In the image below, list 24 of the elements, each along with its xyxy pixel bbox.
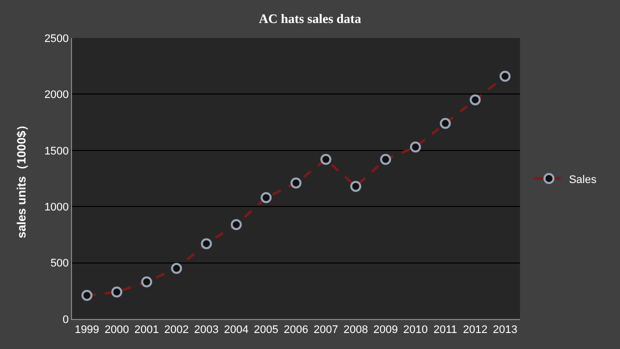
x-tick-label: 2002: [164, 324, 189, 336]
x-tick-label: 2009: [373, 324, 398, 336]
x-tick-label: 2011: [434, 324, 458, 336]
x-tick-label: 2004: [224, 324, 249, 336]
x-tick-label: 2001: [134, 324, 159, 336]
x-tick-label: 2000: [104, 324, 130, 336]
y-tick-label: 0: [62, 314, 69, 326]
y-tick-label: 2000: [44, 89, 69, 102]
x-tick-label: 2013: [492, 324, 518, 336]
x-tick-label: 2012: [462, 324, 488, 336]
x-tick-label: 2010: [403, 324, 428, 336]
chart-title: AC hats sales data: [258, 11, 362, 26]
y-tick-label: 2500: [44, 32, 69, 45]
x-tick-label: 1999: [74, 324, 100, 336]
y-tick-label: 1000: [44, 201, 69, 214]
x-tick-label: 2005: [254, 324, 278, 336]
x-tick-label: 2008: [343, 324, 368, 336]
y-tick-label: 1500: [44, 145, 69, 158]
x-tick-label: 2007: [314, 324, 338, 336]
y-axis-title: sales units（1000$）: [14, 118, 29, 238]
y-tick-label: 500: [50, 258, 69, 270]
legend-label: Sales: [568, 174, 597, 186]
x-tick-label: 2003: [194, 324, 219, 336]
x-tick-label: 2006: [284, 324, 308, 336]
